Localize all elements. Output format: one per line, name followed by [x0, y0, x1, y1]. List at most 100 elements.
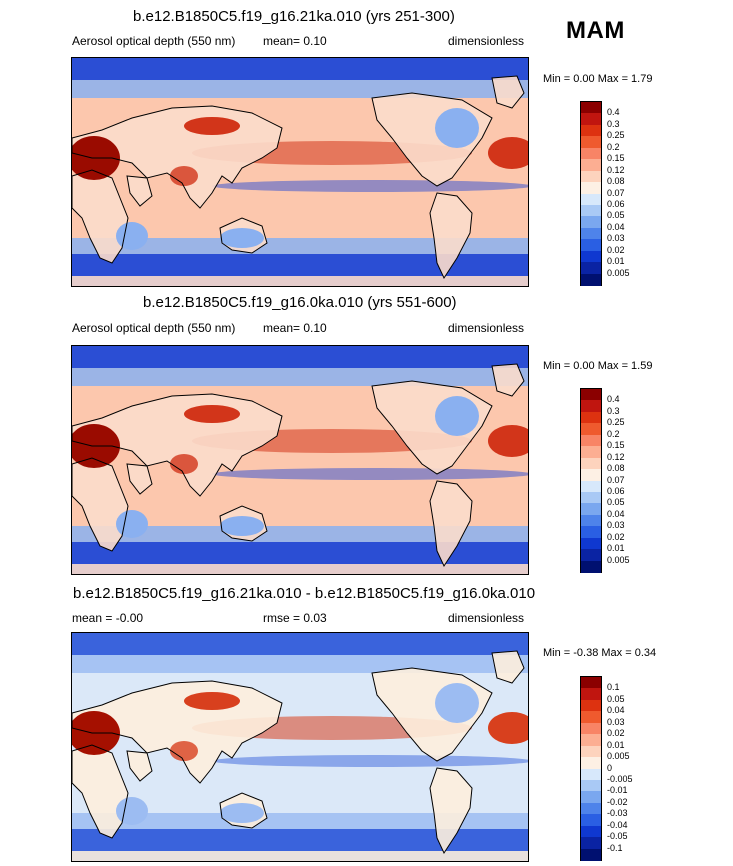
colorbar-tick-label: 0.005	[607, 267, 630, 278]
southern-africa-low	[116, 797, 148, 825]
australia-coastline	[219, 792, 268, 829]
north-america-low	[435, 108, 479, 148]
colorbar-swatch	[581, 560, 601, 573]
colorbar-swatch	[581, 227, 601, 240]
colorbar-swatch	[581, 491, 601, 504]
colorbar-swatch	[581, 411, 601, 424]
colorbar-tick-label: 0.03	[607, 520, 625, 531]
australia-coastline	[219, 217, 268, 254]
colorbar-tick-label: 0.25	[607, 130, 625, 141]
colorbar-tick-label: 0.02	[607, 728, 625, 739]
africa-coastline	[72, 744, 129, 839]
colorbar-swatch	[581, 722, 601, 735]
panel-2-mean-label: mean= 0.10	[263, 321, 327, 335]
australia-coastline	[219, 505, 268, 542]
colorbar-tick-label: 0.01	[607, 256, 625, 267]
north-midlat-band	[72, 368, 528, 386]
panel-3-mean-label: mean = -0.00	[72, 611, 144, 625]
colorbar-tick-label: 0.02	[607, 244, 625, 255]
itcz-band	[212, 755, 528, 767]
india-plume	[170, 166, 198, 186]
panel-2-units-label: dimensionless	[448, 321, 525, 335]
arabia-land	[127, 464, 152, 494]
colorbar-swatch	[581, 677, 601, 689]
colorbar-tick-label: 0.03	[607, 233, 625, 244]
colorbar-swatch	[581, 216, 601, 229]
north-america-coastline	[371, 380, 493, 475]
panel-2-title: b.e12.B1850C5.f19_g16.0ka.010 (yrs 551-6…	[143, 294, 457, 311]
antarctica-land	[72, 564, 528, 574]
colorbar-tick-label: 0.04	[607, 508, 625, 519]
arabia-coastline	[126, 175, 153, 207]
panel-2-map	[71, 345, 529, 575]
colorbar-tick-label: 0.08	[607, 176, 625, 187]
panel-2-variable-label: Aerosol optical depth (550 nm)	[72, 321, 236, 335]
colorbar-swatch	[581, 193, 601, 206]
colorbar-tick-label: 0.05	[607, 497, 625, 508]
colorbar-swatch	[581, 446, 601, 459]
itcz-band	[212, 468, 528, 480]
colorbar-tick-label: 0.01	[607, 543, 625, 554]
colorbar-swatch	[581, 400, 601, 413]
north-america-low	[435, 396, 479, 436]
southern-africa-low	[116, 222, 148, 250]
eurasia-coastline	[72, 105, 283, 209]
north-polar-band	[72, 633, 528, 655]
arabia-coastline	[126, 463, 153, 495]
panel-3-minmax: Min = -0.38 Max = 0.34	[543, 647, 657, 659]
asia-dust-plume	[184, 117, 240, 135]
colorbar-tick-label: 0.2	[607, 428, 620, 439]
colorbar-swatch	[581, 262, 601, 275]
australia-low	[220, 516, 264, 536]
colorbar-tick-label: -0.005	[607, 773, 633, 784]
colorbar-swatch	[581, 514, 601, 527]
africa-land	[72, 170, 128, 263]
atlantic-dust-plume	[488, 137, 528, 169]
panel-1-variable-label: Aerosol optical depth (550 nm)	[72, 34, 236, 48]
asia-dust-plume	[184, 692, 240, 710]
colorbar-tick-label: -0.1	[607, 842, 623, 853]
colorbar-swatch	[581, 791, 601, 804]
south-america-land	[430, 193, 472, 278]
colorbar-swatch	[581, 825, 601, 838]
colorbar-tick-label: 0.005	[607, 554, 630, 565]
eurasia-coastline	[72, 393, 283, 497]
panel-2-colorbar: 0.4 0.3 0.25 0.2 0.15 0.12 0.08 0.07 0.06 0.05 0.0…	[580, 388, 630, 573]
eurasia-coastline	[72, 680, 283, 784]
panel-1-colorbar: 0.4 0.3 0.25 0.2 0.15 0.12 0.08 0.07 0.06 0.05 0.0…	[580, 101, 630, 286]
panel-1-minmax: Min = 0.00 Max = 1.79	[543, 73, 653, 85]
southern-africa-low	[116, 510, 148, 538]
south-america-coastline	[429, 767, 473, 855]
arabia-land	[127, 176, 152, 206]
south-america-coastline	[429, 192, 473, 280]
colorbar-swatch	[581, 526, 601, 539]
colorbar-swatch	[581, 745, 601, 758]
map-svg	[72, 346, 528, 574]
atlantic-dust-plume	[488, 712, 528, 744]
north-midlat-band	[72, 655, 528, 673]
season-label: MAM	[566, 17, 625, 44]
north-polar-band	[72, 346, 528, 368]
colorbar-swatch	[581, 250, 601, 263]
africa-coastline	[72, 169, 129, 264]
greenland-coastline	[491, 75, 525, 109]
colorbar-tick-label: 0.4	[607, 107, 620, 118]
greenland-land	[492, 651, 524, 683]
colorbar-swatch	[581, 848, 601, 861]
antarctica-land	[72, 851, 528, 861]
colorbar-tick-label: -0.04	[607, 819, 628, 830]
colorbar-swatch	[581, 273, 601, 286]
panel-1-mean-label: mean= 0.10	[263, 34, 327, 48]
north-polar-band	[72, 58, 528, 80]
colorbar-swatch	[581, 537, 601, 550]
colorbar-swatch	[581, 688, 601, 701]
panel-3-rmse-label: rmse = 0.03	[263, 611, 327, 625]
colorbar-tick-label: 0.005	[607, 751, 630, 762]
colorbar-tick-label: -0.02	[607, 796, 628, 807]
colorbar-swatch	[581, 802, 601, 815]
colorbar-swatch	[581, 239, 601, 252]
asia-dust-plume	[184, 405, 240, 423]
colorbar-tick-label: 0.04	[607, 705, 625, 716]
colorbar-swatch	[581, 182, 601, 194]
colorbar-tick-label: -0.05	[607, 831, 628, 842]
